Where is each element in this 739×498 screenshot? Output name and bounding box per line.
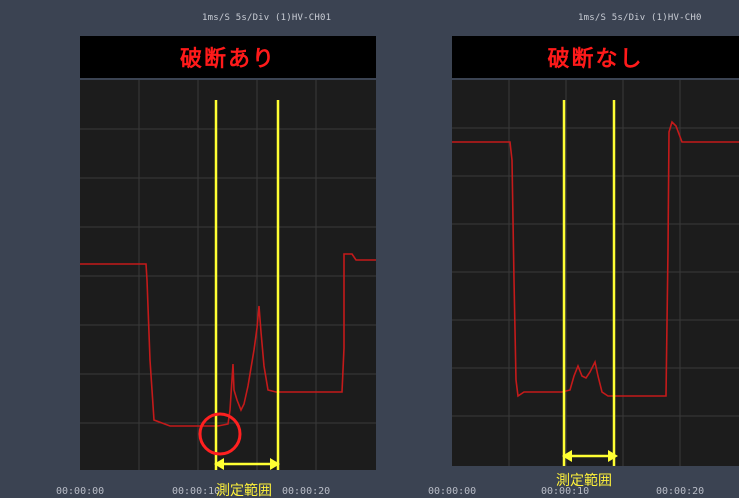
- right-range-arrow: [562, 450, 618, 462]
- left-time-tick-0: 00:00:00: [56, 486, 105, 497]
- right-panel-title: 破断なし: [452, 36, 739, 78]
- right-plot-area: [452, 80, 739, 466]
- left-signal-trace: [80, 253, 376, 427]
- left-range-arrow: [214, 458, 280, 470]
- right-time-tick-1: 00:00:10: [541, 486, 590, 497]
- left-time-tick-2: 00:00:20: [282, 486, 331, 497]
- left-plot-area: [80, 80, 376, 470]
- right-measurement-range-label: 測定範囲: [556, 473, 612, 489]
- left-status-readout: 1ms/S 5s/Div (1)HV-CH01: [202, 13, 332, 23]
- left-grid: [80, 80, 376, 470]
- right-time-tick-2: 00:00:20: [656, 486, 705, 497]
- left-measurement-range-label: 測定範囲: [216, 483, 272, 498]
- right-time-tick-0: 00:00:00: [428, 486, 477, 497]
- left-panel-title: 破断あり: [80, 36, 376, 78]
- right-signal-trace: [452, 120, 739, 398]
- right-status-readout: 1ms/S 5s/Div (1)HV-CH0: [578, 13, 702, 23]
- rupture-highlight-circle: [198, 412, 242, 456]
- left-time-tick-1: 00:00:10: [172, 486, 221, 497]
- right-grid: [452, 80, 739, 466]
